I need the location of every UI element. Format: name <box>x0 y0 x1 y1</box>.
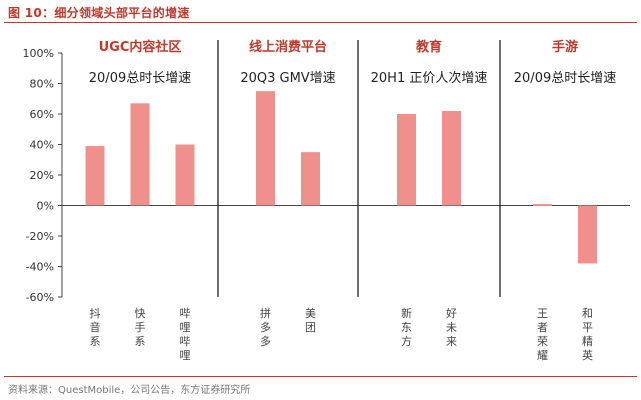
section-title: 教育 <box>415 39 442 55</box>
category-label-char: 系 <box>135 335 146 348</box>
y-tick-label: 40% <box>30 139 54 152</box>
category-label-char: 哔 <box>180 335 191 348</box>
category-label-char: 耀 <box>537 349 548 362</box>
section-subtitle: 20/09总时长增速 <box>514 71 616 86</box>
figure-title: 图 10：细分领域头部平台的增速 <box>8 6 190 20</box>
bottom-rule <box>4 376 637 377</box>
section-title: 线上消费平台 <box>249 39 327 55</box>
y-tick-label: -40% <box>26 261 54 274</box>
bar <box>175 144 195 206</box>
category-label-char: 拼 <box>260 306 271 320</box>
category-label-char: 音 <box>90 320 101 334</box>
category-label-char: 王 <box>537 307 548 320</box>
y-tick-label: 100% <box>23 47 54 60</box>
category-label-char: 精 <box>582 335 593 348</box>
title-rule <box>4 22 637 23</box>
section-subtitle: 20Q3 GMV增速 <box>240 71 335 86</box>
category-label-char: 团 <box>305 321 316 334</box>
category-label-char: 多 <box>260 320 271 334</box>
bar <box>130 103 150 206</box>
category-label-char: 好 <box>446 306 457 320</box>
bar <box>442 110 461 206</box>
y-tick-label: -60% <box>26 291 54 304</box>
bar-chart: -60% -40% -20% 0% 20% 40% 60% 80% 100% UGC内容社区 20/… <box>23 39 630 362</box>
category-label-char: 者 <box>537 321 548 334</box>
section-title: 手游 <box>552 39 578 55</box>
bar <box>301 152 320 206</box>
category-label-char: 手 <box>135 320 146 334</box>
source-note: 资料来源：QuestMobile，公司公告，东方证券研究所 <box>8 385 251 396</box>
category-label-char: 系 <box>90 335 101 348</box>
bar <box>256 91 275 206</box>
category-label-char: 未 <box>446 321 457 334</box>
category-label-char: 荣 <box>537 335 548 348</box>
section-subtitle: 20H1 正价人次增速 <box>371 70 488 86</box>
y-tick-label: 0% <box>37 200 54 213</box>
category-label-char: 和 <box>582 307 593 320</box>
category-label-char: 快 <box>135 307 146 320</box>
category-label-char: 哩 <box>180 349 191 362</box>
y-tick-label: 20% <box>30 169 54 182</box>
category-label-char: 美 <box>305 307 316 320</box>
category-label-char: 东 <box>401 321 412 334</box>
bar <box>397 114 416 206</box>
section-subtitle: 20/09总时长增速 <box>89 71 191 86</box>
category-label-char: 多 <box>260 334 271 348</box>
category-label-char: 哩 <box>180 321 191 334</box>
category-label-char: 平 <box>582 321 593 334</box>
section-title: UGC内容社区 <box>99 39 182 55</box>
category-label-char: 英 <box>582 348 593 362</box>
category-label-char: 哔 <box>180 307 191 320</box>
category-label-char: 来 <box>446 335 457 348</box>
y-tick-label: -20% <box>26 230 54 243</box>
bar <box>578 205 597 264</box>
y-tick-label: 80% <box>30 78 54 91</box>
category-label-char: 新 <box>401 306 412 320</box>
y-tick-label: 60% <box>30 108 54 121</box>
bar <box>533 203 552 206</box>
bar <box>85 146 105 206</box>
category-label-char: 方 <box>401 334 412 348</box>
category-label-char: 抖 <box>90 306 101 320</box>
